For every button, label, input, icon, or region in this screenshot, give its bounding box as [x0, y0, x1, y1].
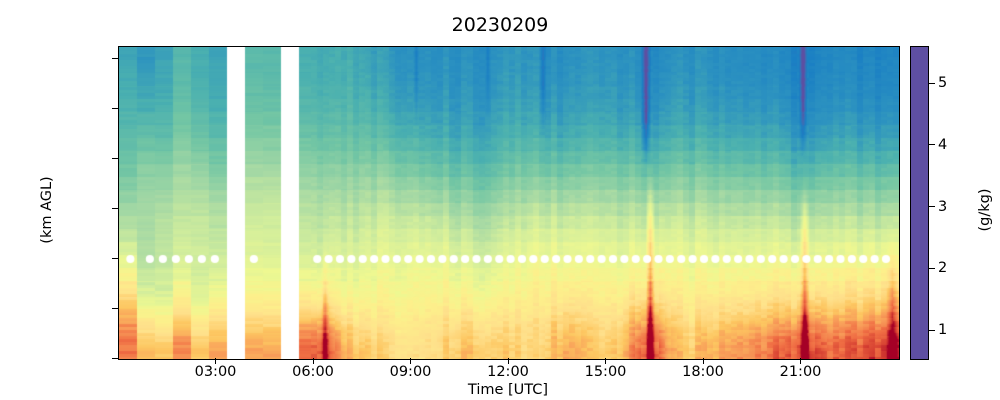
y-tick-mark	[112, 107, 118, 109]
heatmap-axes	[118, 46, 900, 360]
marker-overlay	[119, 47, 899, 359]
x-tick-mark	[702, 358, 704, 364]
x-tick-label: 21:00	[779, 364, 822, 380]
y-tick-mark	[112, 257, 118, 259]
x-tick-label: 06:00	[292, 364, 334, 380]
colorbar-tick-mark	[929, 144, 935, 146]
colorbar-gradient	[911, 47, 928, 359]
colorbar-axes	[910, 46, 929, 360]
colorbar-tick-label: 2	[938, 260, 948, 277]
x-tick-label: 12:00	[487, 364, 529, 380]
colorbar-tick-mark	[929, 82, 935, 84]
x-tick-label: 18:00	[682, 364, 724, 380]
colorbar-label: (g/kg)	[977, 188, 993, 232]
colorbar-tick-mark	[929, 206, 935, 208]
colorbar-tick-mark	[929, 329, 935, 331]
x-tick-mark	[507, 358, 509, 364]
y-tick-mark	[112, 307, 118, 309]
x-tick-mark	[410, 358, 412, 364]
x-tick-label: 03:00	[194, 364, 237, 380]
x-tick-label: 15:00	[584, 364, 627, 380]
colorbar-tick-label: 4	[938, 136, 948, 153]
y-tick-mark	[112, 357, 118, 359]
x-tick-label: 09:00	[389, 364, 432, 380]
colorbar-tick-label: 5	[938, 75, 948, 92]
y-tick-mark	[112, 57, 118, 59]
colorbar-tick-label: 1	[938, 322, 948, 339]
x-tick-mark	[312, 358, 314, 364]
colorbar-tick-label: 3	[938, 198, 948, 215]
chart-title: 20230209	[451, 14, 549, 36]
colorbar-tick-mark	[929, 267, 935, 269]
y-tick-mark	[112, 207, 118, 209]
x-axis-label: Time [UTC]	[467, 382, 549, 398]
y-axis-label: (km AGL)	[39, 176, 55, 244]
y-tick-mark	[112, 157, 118, 159]
x-tick-mark	[605, 358, 607, 364]
x-tick-mark	[215, 358, 217, 364]
x-tick-mark	[800, 358, 802, 364]
